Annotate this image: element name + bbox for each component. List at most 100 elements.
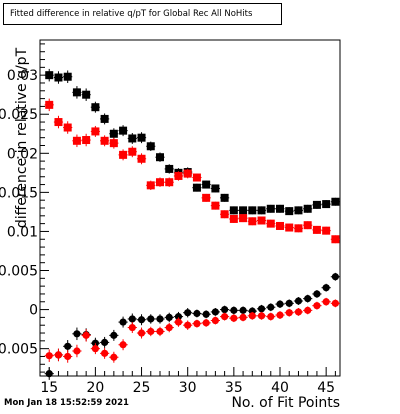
square-marker bbox=[192, 173, 201, 182]
square-marker bbox=[100, 114, 109, 123]
square-marker bbox=[266, 219, 275, 228]
square-marker bbox=[109, 129, 118, 138]
circle-marker bbox=[221, 313, 229, 321]
square-marker bbox=[294, 206, 303, 215]
x-tick-label: 15 bbox=[40, 380, 58, 396]
square-marker bbox=[257, 206, 266, 215]
square-marker bbox=[156, 153, 164, 162]
square-marker bbox=[137, 154, 146, 163]
square-marker bbox=[266, 204, 275, 213]
circle-marker bbox=[211, 316, 219, 325]
circle-marker bbox=[202, 310, 210, 318]
square-marker bbox=[174, 171, 183, 180]
square-marker bbox=[128, 147, 137, 156]
x-tick-label: 20 bbox=[86, 380, 104, 396]
circle-marker bbox=[239, 306, 247, 314]
square-marker bbox=[63, 72, 72, 81]
square-marker bbox=[220, 210, 229, 219]
circle-marker bbox=[257, 305, 266, 313]
data-points bbox=[44, 68, 340, 380]
circle-marker bbox=[174, 318, 183, 326]
square-marker bbox=[45, 100, 54, 109]
circle-marker bbox=[331, 273, 339, 281]
circle-marker bbox=[165, 313, 173, 321]
circle-marker bbox=[313, 302, 321, 310]
square-marker bbox=[156, 178, 164, 187]
circle-marker bbox=[101, 349, 109, 357]
square-marker bbox=[331, 197, 340, 206]
series-4 bbox=[44, 297, 340, 363]
y-tick-label: -0.005 bbox=[0, 342, 38, 358]
plot-title: Fitted difference in relative q/pT for G… bbox=[10, 9, 253, 19]
y-axis-label: difference in relative q/pT bbox=[14, 47, 30, 229]
x-tick-label: 30 bbox=[179, 380, 197, 396]
square-marker bbox=[303, 221, 312, 230]
x-axis-label: No. of Fit Points bbox=[231, 395, 340, 411]
circle-marker bbox=[128, 323, 136, 332]
circle-marker bbox=[193, 309, 201, 318]
circle-marker bbox=[276, 311, 284, 319]
circle-marker bbox=[304, 295, 312, 303]
square-marker bbox=[248, 206, 257, 215]
square-marker bbox=[202, 193, 211, 202]
y-tick-label: 0.025 bbox=[0, 107, 38, 123]
square-marker bbox=[322, 200, 331, 209]
circle-marker bbox=[276, 300, 284, 308]
circle-marker bbox=[147, 327, 155, 336]
square-marker bbox=[119, 150, 128, 159]
square-marker bbox=[211, 184, 220, 193]
timestamp: Mon Jan 18 15:52:59 2021 bbox=[4, 398, 129, 408]
circle-marker bbox=[110, 331, 118, 339]
circle-marker bbox=[230, 314, 238, 322]
square-marker bbox=[146, 142, 155, 151]
y-tick-label: 0.015 bbox=[0, 185, 38, 201]
square-marker bbox=[72, 88, 81, 97]
x-tick-label: 45 bbox=[317, 380, 335, 396]
circle-marker bbox=[174, 313, 183, 321]
square-marker bbox=[128, 134, 137, 143]
circle-marker bbox=[257, 312, 266, 320]
circle-marker bbox=[331, 299, 339, 307]
circle-marker bbox=[267, 313, 275, 321]
circle-marker bbox=[156, 315, 164, 323]
y-tick-label: 0.01 bbox=[7, 224, 38, 240]
circle-marker bbox=[221, 305, 229, 314]
square-marker bbox=[276, 204, 284, 213]
square-marker bbox=[165, 178, 174, 187]
square-marker bbox=[229, 214, 238, 223]
circle-marker bbox=[54, 351, 63, 359]
circle-marker bbox=[156, 327, 164, 336]
square-marker bbox=[63, 123, 72, 132]
square-marker bbox=[183, 169, 192, 178]
circle-marker bbox=[101, 338, 109, 346]
circle-marker bbox=[73, 330, 81, 338]
square-marker bbox=[202, 180, 211, 189]
circle-marker bbox=[239, 313, 247, 321]
square-marker bbox=[276, 221, 284, 230]
square-marker bbox=[54, 73, 63, 82]
square-marker bbox=[91, 103, 100, 112]
square-marker bbox=[82, 90, 91, 99]
circle-marker bbox=[137, 329, 146, 337]
circle-marker bbox=[230, 306, 238, 314]
square-marker bbox=[72, 136, 81, 145]
circle-marker bbox=[285, 299, 293, 307]
square-marker bbox=[294, 224, 303, 233]
circle-marker bbox=[128, 315, 136, 323]
x-tick-label: 40 bbox=[271, 380, 289, 396]
circle-marker bbox=[248, 312, 256, 320]
series-3 bbox=[44, 272, 340, 380]
circle-marker bbox=[45, 352, 53, 360]
square-marker bbox=[165, 164, 174, 173]
square-marker bbox=[312, 225, 321, 234]
square-marker bbox=[146, 181, 155, 190]
circle-marker bbox=[211, 308, 219, 316]
square-marker bbox=[45, 71, 54, 80]
square-marker bbox=[331, 235, 340, 244]
circle-marker bbox=[267, 303, 275, 311]
circle-marker bbox=[285, 309, 293, 317]
circle-marker bbox=[147, 315, 155, 323]
circle-marker bbox=[64, 352, 72, 361]
circle-marker bbox=[193, 320, 201, 328]
